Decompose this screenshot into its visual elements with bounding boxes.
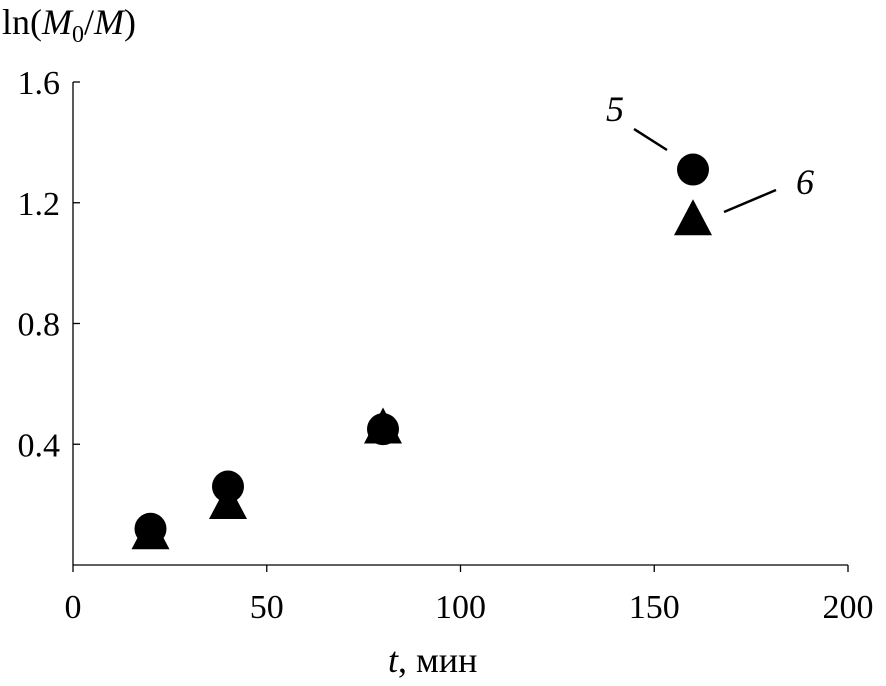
series-5-point bbox=[134, 512, 167, 545]
series-6-point bbox=[674, 199, 712, 236]
y-tick-label: 1.2 bbox=[18, 186, 61, 223]
series-5-leader-line bbox=[633, 127, 668, 152]
y-axis-title: ln(M0/M) bbox=[2, 2, 136, 48]
ticks: 0 50 100 150 200 0.4 0.8 1.2 1.6 bbox=[18, 65, 874, 626]
x-tick-label: 200 bbox=[823, 589, 874, 626]
x-tick-label: 0 bbox=[65, 589, 82, 626]
series-6-label: 6 bbox=[796, 162, 814, 202]
y-tick-label: 1.6 bbox=[18, 65, 61, 102]
axes bbox=[72, 82, 848, 566]
series-5-point bbox=[212, 470, 244, 503]
x-tick-label: 100 bbox=[435, 589, 486, 626]
x-tick-label: 50 bbox=[250, 589, 284, 626]
series-5-point bbox=[367, 413, 399, 446]
y-tick-label: 0.8 bbox=[18, 307, 61, 344]
series-5-point bbox=[677, 153, 709, 186]
x-axis-title: t, мин bbox=[388, 640, 477, 680]
series-5-label: 5 bbox=[606, 89, 624, 129]
y-tick-label: 0.4 bbox=[18, 427, 61, 464]
series-6-leader-line bbox=[723, 188, 777, 214]
x-tick-label: 150 bbox=[629, 589, 680, 626]
data-points bbox=[131, 153, 712, 550]
